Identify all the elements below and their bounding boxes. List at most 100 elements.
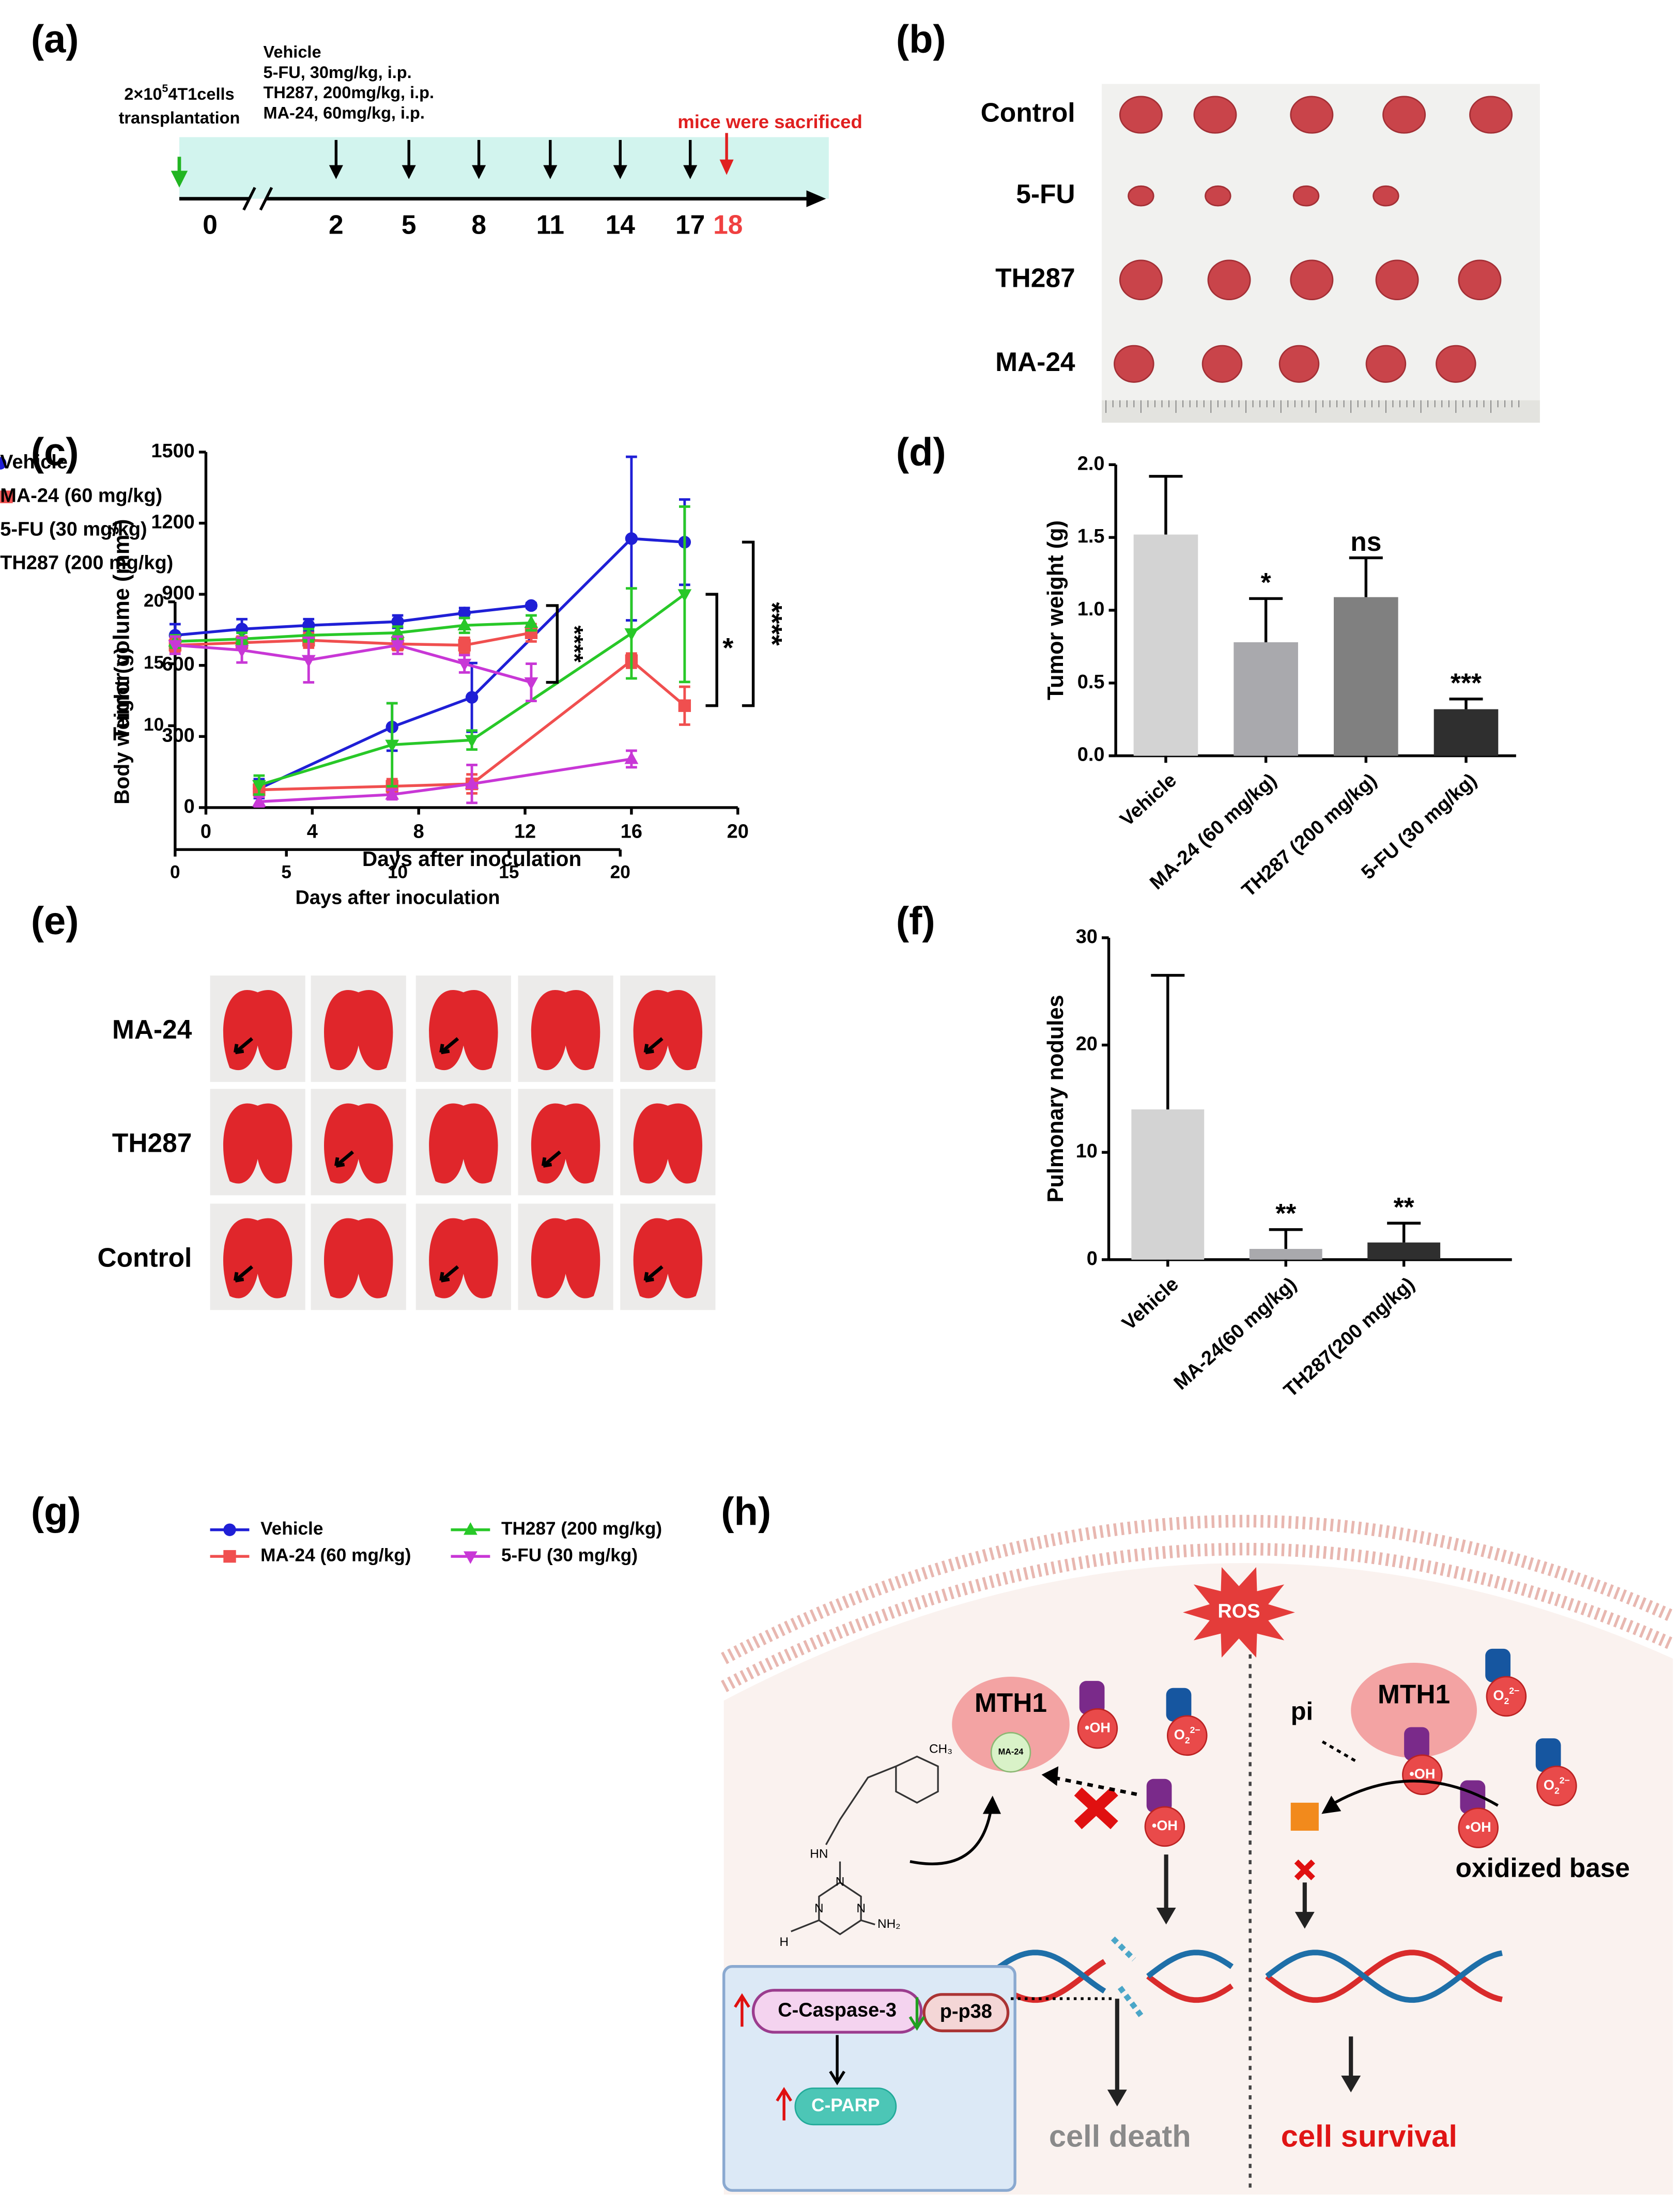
chem-label: N xyxy=(836,1875,845,1889)
tumor xyxy=(1193,96,1237,134)
marker xyxy=(524,677,538,690)
treatment-label: 5-FU, 30mg/kg, i.p. xyxy=(264,63,412,82)
tumor xyxy=(1373,185,1399,207)
marker xyxy=(385,787,399,800)
tumor xyxy=(1290,259,1334,301)
up-arrow xyxy=(734,1993,750,2027)
legend-label: TH287 (200 mg/kg) xyxy=(0,552,173,574)
chem-label: N xyxy=(856,1901,866,1915)
arrowhead xyxy=(1107,2090,1127,2107)
arrow xyxy=(233,1265,254,1282)
legend-marker xyxy=(463,1551,477,1564)
arrowhead xyxy=(1294,1912,1315,1929)
bar xyxy=(1434,709,1499,756)
legend-marker xyxy=(223,1523,236,1536)
dna-strand xyxy=(985,1950,1106,1994)
treatment-label: Vehicle xyxy=(264,43,321,61)
tumor xyxy=(1469,96,1513,134)
marker xyxy=(624,751,639,764)
sacrifice-arrowhead xyxy=(719,159,734,175)
day-label: 11 xyxy=(536,209,564,239)
y-tick-label: 1.0 xyxy=(1077,598,1105,620)
series-line xyxy=(175,631,532,647)
inhibitor-label: MA-24 xyxy=(998,1747,1024,1757)
sacrifice-label: mice were sacrificed xyxy=(677,111,862,132)
legend-label: Vehicle xyxy=(0,452,68,473)
lung xyxy=(531,1218,600,1298)
panel-label: (b) xyxy=(896,17,946,61)
mth1-label: MTH1 xyxy=(1378,1679,1450,1709)
arrow xyxy=(829,2035,845,2085)
radical-label-part: 2− xyxy=(1560,1775,1570,1785)
x-tick-label: 20 xyxy=(610,862,630,883)
tumor xyxy=(1375,259,1419,301)
bar xyxy=(1334,597,1398,756)
y-axis-label: Tumor volume (mm3) xyxy=(105,519,134,740)
marker xyxy=(458,639,471,652)
day-label: 8 xyxy=(471,209,486,239)
panel-label: (e) xyxy=(31,899,79,943)
dose-arrowhead xyxy=(683,165,698,179)
group-label: MA-24 xyxy=(995,347,1075,377)
radical-label-part: O xyxy=(1174,1726,1185,1742)
tumor xyxy=(1201,345,1243,383)
tumor xyxy=(1365,345,1407,383)
arrow xyxy=(643,1265,664,1282)
oxidized-base-label: oxidized base xyxy=(1456,1852,1630,1882)
y-axis-label-part: 3 xyxy=(105,527,122,535)
lung xyxy=(429,1103,498,1184)
radical-label: •OH xyxy=(1085,1719,1111,1735)
dna-strand xyxy=(1265,1950,1503,2003)
cells-label-part: 5 xyxy=(162,83,168,95)
radical-label-part: 2− xyxy=(1190,1724,1200,1735)
lung xyxy=(323,1218,393,1298)
arrow xyxy=(643,1037,664,1055)
significance: ** xyxy=(1275,1198,1296,1228)
x-tick-label: 8 xyxy=(413,821,424,843)
marker xyxy=(391,625,405,638)
y-axis-label-part: Body weight (g) xyxy=(110,647,133,805)
radical xyxy=(1486,1676,1527,1717)
tumor xyxy=(1207,259,1251,301)
x-tick-label: 4 xyxy=(307,821,318,843)
significance: **** xyxy=(561,625,588,662)
day-label: 17 xyxy=(675,209,705,239)
dose-arrowhead xyxy=(613,165,627,179)
y-tick-label: 600 xyxy=(162,654,195,675)
radical-label: •OH xyxy=(1152,1817,1178,1833)
day-label: 0 xyxy=(203,209,218,239)
marker xyxy=(465,691,479,704)
radical-label: •OH xyxy=(1466,1819,1491,1835)
marker xyxy=(465,735,479,748)
chem-structure xyxy=(791,1755,939,1936)
y-tick-label: 0 xyxy=(1087,1248,1098,1270)
y-tick-label: 1200 xyxy=(151,512,194,533)
lung xyxy=(531,990,600,1071)
y-tick-label: 900 xyxy=(162,582,195,604)
arrow xyxy=(439,1037,459,1055)
marker xyxy=(168,640,182,653)
end-day-label: 18 xyxy=(713,209,743,239)
y-tick-label: 0.0 xyxy=(1077,744,1105,766)
dotted-arrow xyxy=(1052,1775,1137,1796)
bar xyxy=(1133,534,1198,756)
ruler xyxy=(1102,400,1540,423)
chem-label: CH₃ xyxy=(929,1742,952,1756)
marker xyxy=(252,794,266,807)
significance: **** xyxy=(757,602,788,646)
x-tick-label: 15 xyxy=(499,862,519,883)
y-tick-label: 20 xyxy=(1076,1033,1098,1055)
significance-bracket xyxy=(705,593,718,707)
radical-label-part: 2 xyxy=(1554,1785,1560,1796)
legend-marker xyxy=(0,457,7,470)
lung xyxy=(223,1103,292,1184)
panel-label: (g) xyxy=(31,1490,81,1534)
significance: ** xyxy=(1394,1192,1414,1222)
y-tick-label: 0.5 xyxy=(1077,671,1105,693)
y-tick-label: 20 xyxy=(144,591,164,611)
radical xyxy=(1536,1766,1577,1806)
marker xyxy=(457,658,472,672)
tumor xyxy=(1292,185,1320,207)
